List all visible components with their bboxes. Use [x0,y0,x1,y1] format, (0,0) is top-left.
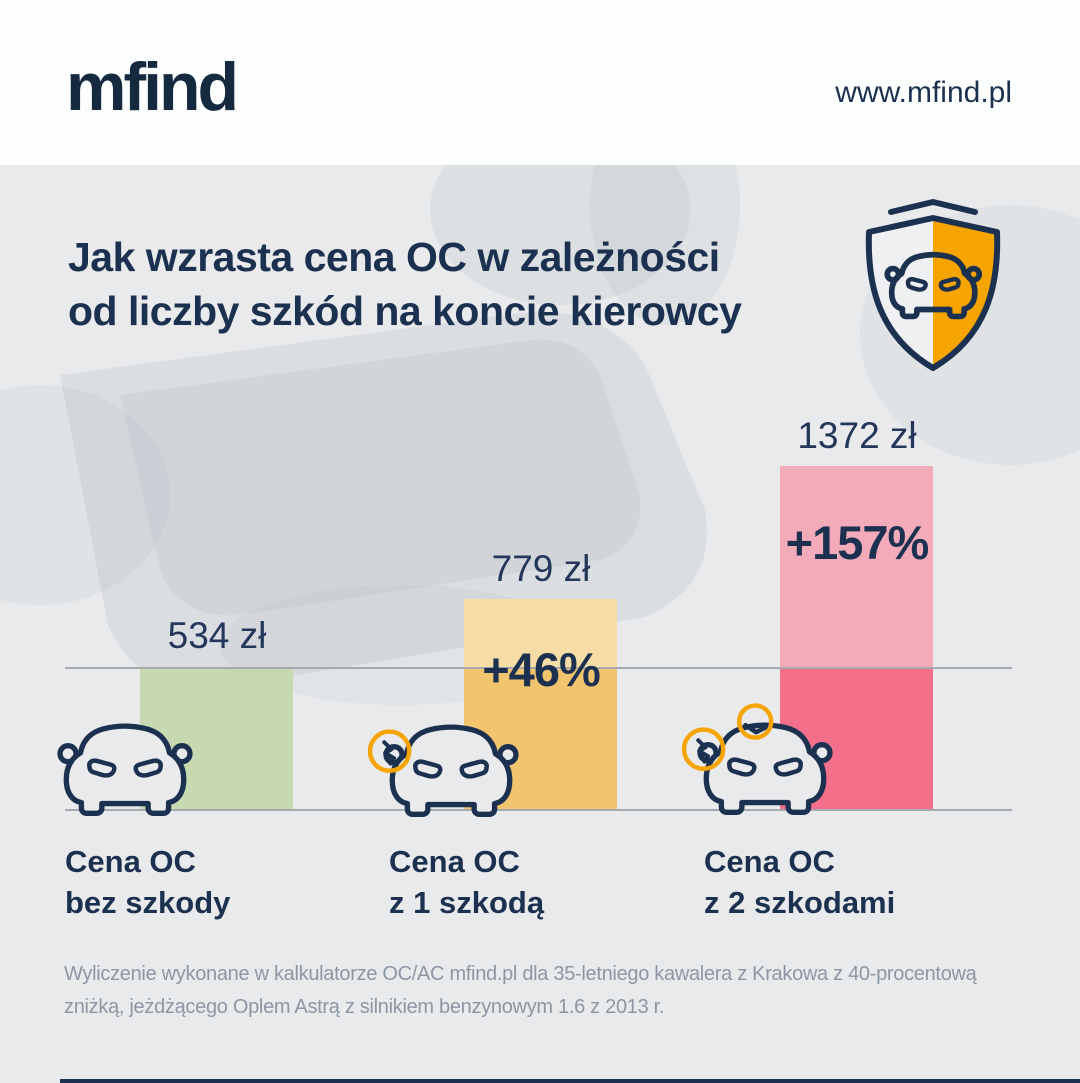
damage-marker-roof [736,703,774,740]
category-label-one-claim: Cena OC z 1 szkodą [389,841,544,923]
damage-marker-fender [681,727,726,771]
chart-floor-line [65,809,1012,811]
category-line-1: Cena OC [389,844,520,879]
scratch-mark [696,738,711,764]
percent-increase-one-claim: +46% [482,643,601,696]
car-front-one-damage-icon [367,724,519,817]
page-title: Jak wzrasta cena OC w zależności od licz… [68,230,742,338]
price-label-no-claims: 534 zł [167,615,267,656]
footnote: Wyliczenie wykonane w kalkulatorze OC/AC… [64,958,977,1024]
damage-marker-fender [367,729,412,773]
category-label-no-claims: Cena OC bez szkody [65,841,230,923]
car-front-two-damages-icon [681,703,833,815]
category-line-1: Cena OC [704,844,835,879]
bar-two-claims-increase [780,466,933,667]
category-line-2: z 1 szkodą [389,885,545,920]
roof-dent-mark [743,722,771,735]
scratch-mark [382,740,397,766]
car-front-icon [57,723,193,816]
bar-one-claim-increase [464,599,617,667]
category-label-two-claims: Cena OC z 2 szkodami [704,841,895,923]
bottom-accent-strip [60,1079,1080,1083]
title-line-1: Jak wzrasta cena OC w zależności [68,234,720,280]
mfind-logo: mfind [66,49,239,125]
category-line-2: bez szkody [65,885,231,920]
price-label-one-claim: 779 zł [491,548,591,589]
footnote-line-1: Wyliczenie wykonane w kalkulatorze OC/AC… [64,963,977,985]
baseline-price-line [65,667,1012,669]
footnote-line-2: zniżką, jeżdżącego Oplem Astrą z silniki… [64,996,665,1018]
website-link[interactable]: www.mfind.pl [835,76,1012,109]
category-line-2: z 2 szkodami [704,885,896,920]
title-line-2: od liczby szkód na koncie kierowcy [68,288,742,334]
shield-car-icon [865,199,1001,371]
price-label-two-claims: 1372 zł [797,415,917,456]
percent-increase-two-claims: +157% [785,516,930,569]
category-line-1: Cena OC [65,844,196,879]
header-bar: mfind www.mfind.pl [0,0,1080,165]
